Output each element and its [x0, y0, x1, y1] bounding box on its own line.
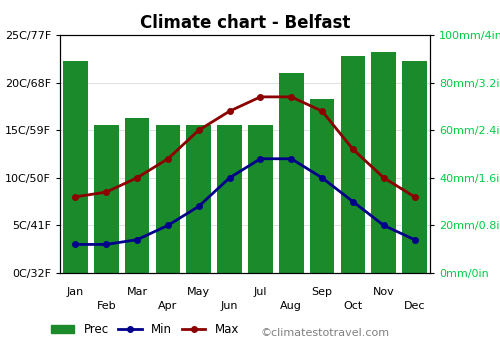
Bar	[402, 61, 427, 273]
Bar	[63, 61, 88, 273]
Text: Dec: Dec	[404, 301, 425, 311]
Bar	[340, 56, 365, 273]
Text: Oct: Oct	[344, 301, 362, 311]
Bar	[125, 118, 150, 273]
Bar	[372, 52, 396, 273]
Bar	[217, 125, 242, 273]
Text: Apr: Apr	[158, 301, 178, 311]
Bar	[94, 125, 118, 273]
Title: Climate chart - Belfast: Climate chart - Belfast	[140, 14, 350, 32]
Text: Mar: Mar	[126, 287, 148, 297]
Text: Aug: Aug	[280, 301, 302, 311]
Bar	[248, 125, 273, 273]
Text: Sep: Sep	[312, 287, 332, 297]
Bar	[186, 125, 211, 273]
Bar	[279, 73, 303, 273]
Text: May: May	[187, 287, 210, 297]
Bar	[310, 99, 334, 273]
Text: Nov: Nov	[373, 287, 394, 297]
Bar	[156, 125, 180, 273]
Text: Jun: Jun	[221, 301, 238, 311]
Text: Jul: Jul	[254, 287, 267, 297]
Text: Feb: Feb	[96, 301, 116, 311]
Text: Jan: Jan	[67, 287, 84, 297]
Text: ©climatestotravel.com: ©climatestotravel.com	[260, 328, 389, 337]
Legend: Prec, Min, Max: Prec, Min, Max	[46, 318, 244, 341]
